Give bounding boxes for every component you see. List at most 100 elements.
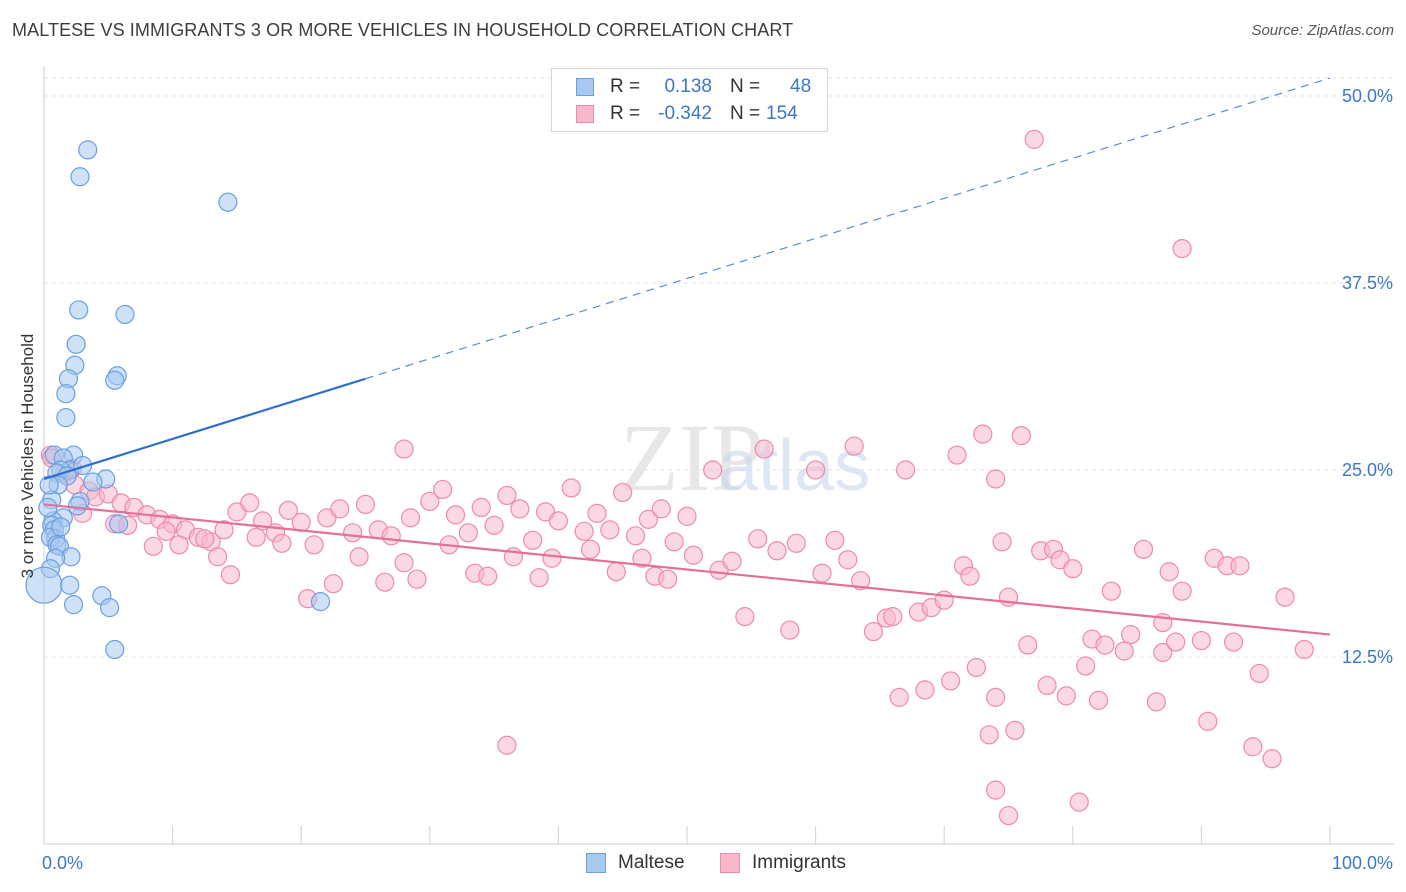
chart-source: Source: ZipAtlas.com bbox=[1251, 22, 1394, 39]
immigrants-point bbox=[658, 569, 678, 589]
maltese-point bbox=[105, 370, 125, 390]
immigrants-point bbox=[323, 574, 343, 594]
series-legend-item-immigrants[interactable]: Immigrants bbox=[720, 852, 846, 874]
immigrants-point bbox=[1011, 425, 1031, 446]
immigrants-point bbox=[1275, 587, 1295, 607]
series-legend-item-maltese[interactable]: Maltese bbox=[586, 852, 685, 874]
legend-r-label: R = bbox=[610, 76, 641, 97]
immigrants-point bbox=[703, 460, 723, 480]
immigrants-point bbox=[992, 532, 1012, 552]
immigrants-point bbox=[889, 687, 909, 707]
immigrants-point bbox=[805, 460, 826, 480]
immigrants-point bbox=[754, 439, 774, 459]
immigrants-point bbox=[780, 620, 800, 640]
immigrants-point bbox=[548, 511, 569, 531]
immigrants-point bbox=[420, 491, 440, 512]
immigrants-point bbox=[1056, 686, 1076, 706]
immigrants-point bbox=[240, 493, 260, 513]
maltese-point bbox=[66, 334, 86, 354]
maltese-point bbox=[72, 455, 93, 476]
maltese-point bbox=[39, 475, 59, 495]
immigrants-point bbox=[683, 545, 704, 565]
immigrants-point bbox=[838, 550, 858, 570]
immigrants-point bbox=[214, 520, 234, 540]
immigrants-point bbox=[458, 523, 478, 543]
immigrants-point bbox=[651, 499, 671, 519]
immigrants-point bbox=[1262, 749, 1282, 769]
immigrants-point bbox=[1024, 129, 1044, 149]
immigrants-point bbox=[529, 568, 549, 588]
immigrants-point bbox=[1133, 539, 1154, 559]
immigrants-point bbox=[156, 521, 176, 541]
immigrants-point bbox=[220, 565, 241, 585]
immigrants-point bbox=[400, 508, 421, 528]
immigrants-point bbox=[979, 725, 999, 745]
immigrants-point bbox=[600, 520, 620, 540]
immigrants-point bbox=[941, 671, 961, 691]
immigrants-point bbox=[664, 532, 684, 552]
maltese-point bbox=[108, 514, 129, 534]
legend-n-value: 48 bbox=[790, 76, 812, 97]
immigrants-point bbox=[1005, 720, 1025, 740]
immigrants-point bbox=[748, 529, 768, 549]
immigrants-point bbox=[246, 527, 266, 547]
immigrants-point bbox=[812, 563, 832, 583]
immigrants-point bbox=[883, 607, 903, 627]
immigrants-point bbox=[1146, 692, 1166, 712]
y-tick-label: 50.0% bbox=[1342, 86, 1393, 106]
immigrants-point bbox=[407, 569, 427, 589]
immigrants-point bbox=[497, 485, 517, 506]
immigrants-point bbox=[1063, 559, 1083, 579]
maltese-point bbox=[83, 472, 103, 492]
chart-title: MALTESE VS IMMIGRANTS 3 OR MORE VEHICLES… bbox=[12, 20, 794, 40]
immigrants-point bbox=[169, 535, 189, 555]
immigrants-point bbox=[510, 499, 530, 519]
maltese-point bbox=[218, 192, 238, 212]
tick-labels: 12.5% 25.0% 37.5% 50.0% 0.0% 100.0% bbox=[42, 86, 1393, 873]
immigrants-point bbox=[355, 494, 376, 515]
immigrants-point bbox=[613, 482, 633, 503]
immigrants-point bbox=[722, 551, 742, 571]
immigrants-point bbox=[767, 541, 787, 561]
y-tick-label: 37.5% bbox=[1342, 273, 1393, 293]
y-tick-label: 12.5% bbox=[1342, 647, 1393, 667]
y-axis-label: 3 or more Vehicles in Household bbox=[18, 333, 37, 579]
immigrants-point bbox=[484, 515, 504, 535]
x-tick-label: 100.0% bbox=[1332, 853, 1393, 873]
immigrants-point bbox=[966, 657, 986, 678]
immigrants-point bbox=[394, 439, 414, 459]
immigrants-point bbox=[523, 530, 543, 550]
immigrants-point bbox=[343, 523, 363, 543]
immigrants-point bbox=[896, 460, 916, 480]
immigrants-point bbox=[735, 607, 755, 627]
immigrants-point bbox=[844, 436, 864, 456]
maltese-point bbox=[63, 595, 84, 615]
y-tick-label: 25.0% bbox=[1342, 460, 1393, 480]
maltese-point bbox=[310, 592, 331, 612]
maltese-point bbox=[56, 384, 76, 404]
immigrants-point bbox=[1095, 635, 1115, 655]
immigrants-point bbox=[574, 521, 594, 541]
immigrants-point bbox=[1249, 663, 1269, 684]
legend-r-label: R = bbox=[610, 103, 641, 124]
immigrants-point bbox=[278, 500, 298, 520]
immigrants-point bbox=[677, 506, 697, 526]
maltese-point bbox=[70, 167, 90, 187]
immigrants-point bbox=[1018, 635, 1038, 655]
immigrants-trend-line bbox=[43, 503, 1331, 636]
immigrants-point bbox=[394, 553, 414, 573]
immigrants-point bbox=[478, 566, 498, 586]
immigrants-point bbox=[960, 566, 980, 586]
immigrants-point bbox=[143, 536, 163, 556]
immigrants-point bbox=[195, 529, 215, 549]
immigrants-point bbox=[1153, 642, 1173, 663]
legend-r-value: -0.342 bbox=[658, 103, 712, 124]
immigrants-point bbox=[998, 805, 1019, 826]
immigrants-point bbox=[625, 526, 646, 546]
immigrants-point bbox=[1198, 711, 1218, 731]
immigrants-point bbox=[947, 445, 967, 465]
immigrants-point bbox=[580, 539, 601, 559]
immigrants-point bbox=[638, 509, 659, 529]
maltese-point bbox=[105, 639, 125, 660]
maltese-point bbox=[99, 598, 120, 618]
